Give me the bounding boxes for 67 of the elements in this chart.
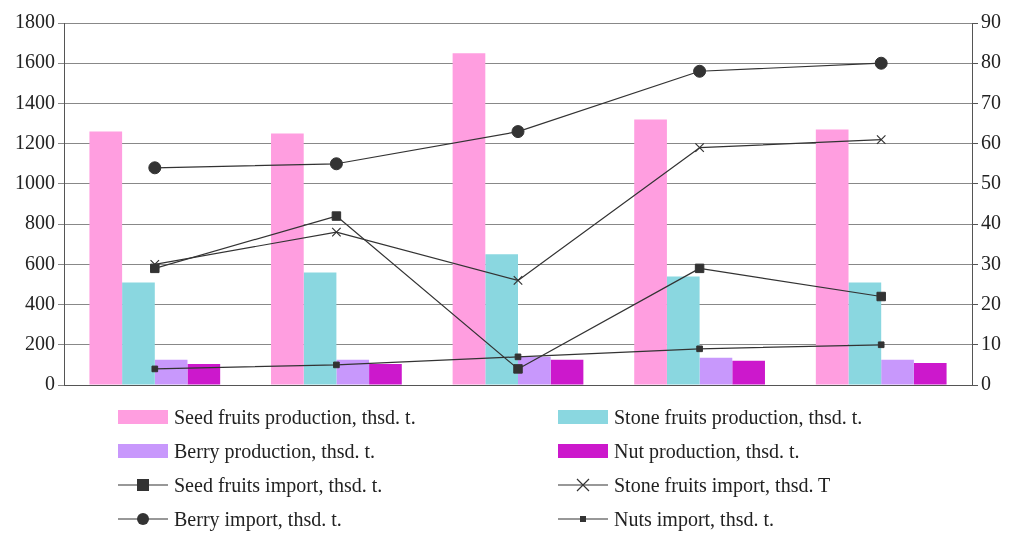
y-tick-label: 600 [25, 251, 55, 274]
y2-tick-label: 40 [981, 211, 1001, 234]
point [874, 56, 888, 70]
legend-label: Seed fruits production, thsd. t. [174, 405, 416, 429]
legend-label: Nut production, thsd. t. [614, 439, 800, 463]
point [513, 275, 523, 286]
point [876, 134, 887, 145]
bar [452, 53, 486, 385]
y2-tick-label: 50 [981, 171, 1001, 194]
bar [271, 133, 304, 385]
bar [154, 359, 188, 385]
point [696, 345, 703, 353]
bar [913, 362, 947, 385]
bar [881, 359, 914, 385]
bar [550, 359, 584, 385]
legend-label: Stone fruits production, thsd. t. [614, 405, 863, 429]
y-tick-label: 1200 [15, 130, 55, 153]
point [694, 263, 705, 274]
bar [732, 360, 765, 385]
bar [634, 119, 667, 385]
bar [485, 254, 518, 385]
y2-tick-label: 30 [981, 251, 1001, 274]
bar [699, 357, 733, 385]
bar [815, 129, 849, 385]
y2-tick-label: 90 [981, 10, 1001, 33]
y2-tick-label: 80 [981, 50, 1001, 73]
point [333, 361, 340, 369]
y2-tick-label: 20 [981, 291, 1001, 314]
bar [369, 363, 402, 385]
bar [336, 359, 370, 385]
y2-tick-label: 60 [981, 130, 1001, 153]
point [150, 263, 160, 274]
bar [303, 272, 337, 385]
legend-label: Berry production, thsd. t. [174, 439, 376, 463]
legend-label: Nuts import, thsd. t. [614, 507, 775, 531]
y-tick-label: 1600 [15, 50, 55, 73]
legend-label: Seed fruits import, thsd. t. [174, 473, 383, 497]
bar [666, 276, 700, 385]
point [331, 227, 342, 237]
y-tick-label: 0 [45, 372, 55, 395]
point [876, 291, 886, 302]
point [511, 125, 525, 139]
point [513, 364, 523, 374]
legend-label: Stone fruits import, thsd. T [614, 473, 831, 497]
point [331, 211, 342, 221]
bar [187, 363, 221, 385]
y-tick-label: 800 [25, 211, 55, 234]
legend-label: Berry import, thsd. t. [174, 507, 342, 531]
y2-tick-label: 70 [981, 90, 1001, 113]
y2-tick-label: 0 [981, 372, 991, 395]
y-tick-label: 1800 [15, 10, 55, 33]
bar [518, 356, 551, 385]
y2-tick-label: 10 [981, 332, 1001, 355]
y-tick-label: 400 [25, 291, 55, 314]
y-tick-label: 1400 [15, 90, 55, 113]
bar [122, 282, 155, 385]
point [148, 161, 162, 175]
bar [848, 282, 882, 385]
bar [89, 131, 123, 385]
point [693, 64, 707, 78]
y-tick-label: 1000 [15, 171, 55, 194]
point [151, 365, 159, 373]
point [694, 142, 705, 153]
point [514, 353, 522, 361]
point [877, 341, 885, 349]
y-tick-label: 200 [25, 332, 55, 355]
point [329, 157, 343, 171]
